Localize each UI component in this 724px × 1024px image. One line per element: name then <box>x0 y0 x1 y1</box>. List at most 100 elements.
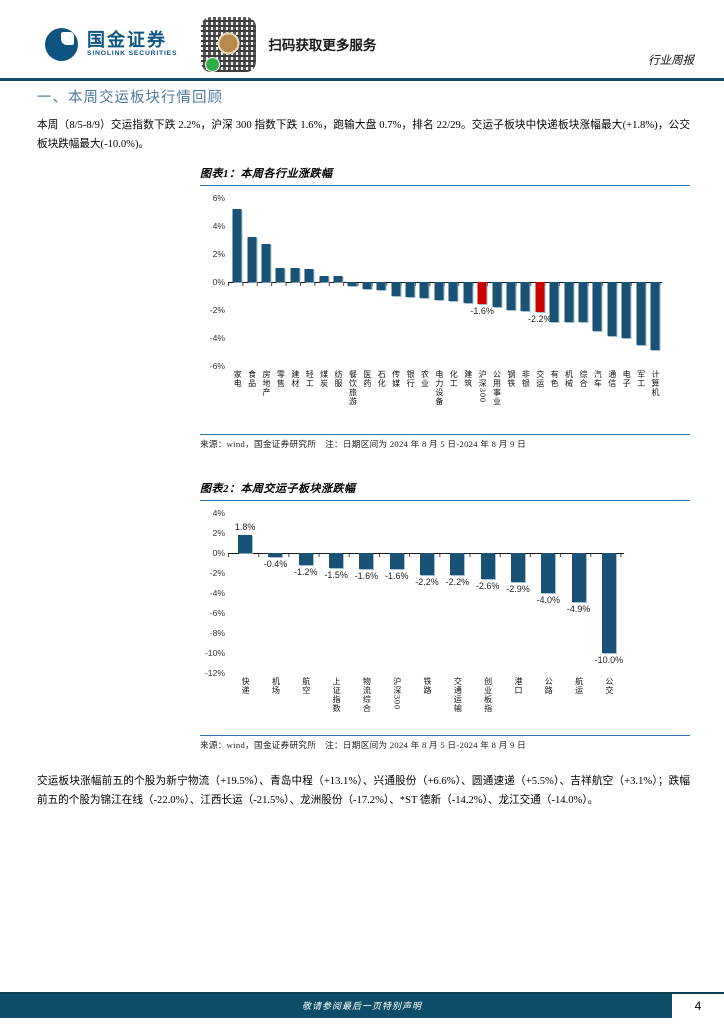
chart-2-title: 图表2：本周交运子板块涨跌幅 <box>200 480 690 501</box>
bar-slot <box>259 198 273 366</box>
x-axis-category-label: 沪深300 <box>392 676 402 710</box>
summary-paragraph: 本周（8/5-8/9）交运指数下跌 2.2%，沪深 300 指数下跌 1.6%，… <box>37 120 690 150</box>
chart-1-x-axis: 家电 食品 房地产 零售 建材 轻工 煤炭 纺服 餐饮旅游 医药 石化 传媒 银行 农业 电力设备 化工 建筑沪… <box>230 370 662 428</box>
x-axis-category-label: 交运 <box>535 369 545 388</box>
bar <box>247 236 257 282</box>
bar-slot: -2.2% <box>442 513 472 673</box>
x-axis-category-label: 计算机 <box>650 369 660 397</box>
bar <box>506 281 516 310</box>
bar-value-label: -2.6% <box>475 580 500 591</box>
bar-slot: -2.2% <box>412 513 442 673</box>
bar <box>564 281 574 323</box>
x-axis-category-label: 港口 <box>513 676 523 695</box>
chart-1-title: 图表1：本周各行业涨跌幅 <box>200 165 690 186</box>
bar-slot <box>590 198 604 366</box>
bar-value-label: -2.9% <box>506 583 530 594</box>
bar-slot: -4.9% <box>563 513 593 673</box>
bar-slot <box>547 198 561 366</box>
bar-value-label: -4.0% <box>536 594 561 605</box>
bar-slot <box>633 198 647 366</box>
chart-2-plot: 4% 2% 0% -2% -4% -6% -8% -10% -12% 1.8% -0.4% -1.2… <box>200 508 690 678</box>
y-axis-tick: 0% <box>212 276 225 287</box>
x-axis-category-label: 银行 <box>406 369 416 388</box>
bar-slot <box>518 198 532 366</box>
y-axis-tick: -4% <box>209 587 225 598</box>
bar <box>275 267 285 282</box>
bar <box>448 281 458 302</box>
chart-1-plot: 6% 4% 2% 0% -2% -4% -6% -1.6% -2.2% <box>200 193 690 371</box>
bar-value-label: -2.2% <box>527 314 552 325</box>
y-axis-tick: -2% <box>209 304 225 315</box>
y-axis-tick: 4% <box>212 507 225 518</box>
bar-slot <box>244 198 258 366</box>
bar-slot <box>619 198 633 366</box>
footer-disclaimer: 敬请参阅最后一页特别声明 <box>301 1001 422 1011</box>
bar-slot <box>461 198 475 366</box>
bar-slot <box>417 198 431 366</box>
bar <box>492 281 502 307</box>
bar-slot <box>504 198 518 366</box>
chart-1-source-note: 来源：wind，国金证券研究所 注：日期区间为 2024 年 8 月 5 日-2… <box>200 433 690 450</box>
bar <box>636 281 646 345</box>
bar-slot: -2.9% <box>503 513 533 673</box>
bar <box>391 281 401 296</box>
bar-value-label: -1.6% <box>470 306 494 317</box>
bar-slot: -1.6% <box>470 198 494 366</box>
bar <box>592 281 602 331</box>
bar-slot <box>561 198 575 366</box>
bar-slot: 1.8% <box>230 513 260 673</box>
x-axis-category-label: 军工 <box>636 369 646 388</box>
bar <box>477 281 487 305</box>
y-axis-tick: -2% <box>209 567 225 578</box>
x-axis-category-label: 机场 <box>271 676 281 695</box>
x-axis-category-label: 建筑 <box>463 369 473 388</box>
brand-name-en: SINOLINK SECURITIES <box>87 49 178 57</box>
header-divider <box>0 78 724 81</box>
chart-2-x-axis: 快递 机场 航空 上证指数 物流综合 沪深300 铁路 交通运输 创业板指 港口 公路 航运 公交 <box>230 677 624 729</box>
chart-2-block: 图表2：本周交运子板块涨跌幅 4% 2% 0% -2% -4% -6% -8% -10% -12… <box>200 480 690 751</box>
bar <box>333 276 343 282</box>
main-content: 一、本周交运板块行情回顾 本周（8/5-8/9）交运指数下跌 2.2%，沪深 3… <box>37 86 690 816</box>
bar <box>621 281 631 338</box>
bar <box>319 276 329 282</box>
bar <box>304 269 314 282</box>
sinolink-logo-icon <box>45 27 78 61</box>
bar <box>405 281 415 298</box>
x-axis-category-label: 航空 <box>301 676 311 695</box>
y-axis-tick: -12% <box>204 667 225 678</box>
bar-slot: -2.6% <box>473 513 503 673</box>
bar <box>238 534 253 553</box>
bar-slot <box>288 198 302 366</box>
chart-2-bars: 1.8% -0.4% -1.2% -1.5% -1.6% -1.6% -2.2% -2.2% -… <box>228 513 624 673</box>
sinolink-logo: 国金证券 SINOLINK SECURITIES <box>45 27 178 61</box>
bar-slot: -4.0% <box>533 513 563 673</box>
x-axis-category-label: 食品 <box>247 369 257 388</box>
x-axis-category-label: 有色 <box>550 369 560 388</box>
bar-slot: -1.2% <box>291 513 321 673</box>
section-heading: 一、本周交运板块行情回顾 <box>37 90 223 106</box>
bar-slot <box>345 198 359 366</box>
report-type-label: 行业周报 <box>648 55 694 67</box>
bar-value-label: -4.9% <box>566 603 591 614</box>
y-axis-tick: -6% <box>209 360 225 371</box>
chart-2-source-note: 来源：wind，国金证券研究所 注：日期区间为 2024 年 8 月 5 日-2… <box>200 734 690 751</box>
x-axis-category-label: 沪深300 <box>478 369 488 403</box>
chart-1-bars: -1.6% -2.2% <box>228 198 662 366</box>
bar <box>232 208 242 282</box>
bar <box>347 281 357 286</box>
x-axis-category-label: 石化 <box>377 369 387 388</box>
x-axis-category-label: 物流综合 <box>362 676 372 713</box>
x-axis-category-label: 航运 <box>574 676 584 695</box>
y-axis-tick: -8% <box>209 627 225 638</box>
bar <box>329 552 344 568</box>
x-axis-category-label: 公交 <box>604 676 614 695</box>
x-axis-category-label: 钢铁 <box>506 369 516 388</box>
bar-value-label: -1.6% <box>384 570 409 581</box>
bar-value-label: -2.2% <box>445 576 470 587</box>
x-axis-category-label: 医药 <box>362 369 372 388</box>
bar-value-label: -10.0% <box>594 654 624 665</box>
chart-2-y-axis: 4% 2% 0% -2% -4% -6% -8% -10% -12% <box>200 508 230 678</box>
bar <box>359 552 374 569</box>
bar-slot <box>446 198 460 366</box>
